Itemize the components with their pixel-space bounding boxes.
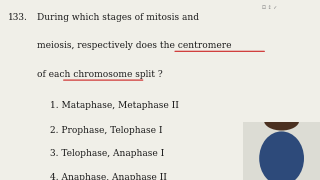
Text: 4. Anaphase, Anaphase II: 4. Anaphase, Anaphase II bbox=[50, 173, 166, 180]
FancyBboxPatch shape bbox=[243, 104, 320, 122]
Text: 2. Prophase, Telophase I: 2. Prophase, Telophase I bbox=[50, 126, 162, 135]
Ellipse shape bbox=[259, 131, 304, 180]
Text: of each chromosome split ?: of each chromosome split ? bbox=[37, 70, 163, 79]
Circle shape bbox=[264, 111, 299, 130]
Text: During which stages of mitosis and: During which stages of mitosis and bbox=[37, 13, 199, 22]
Text: meiosis, respectively does the centromere: meiosis, respectively does the centromer… bbox=[37, 41, 231, 50]
Text: 133.: 133. bbox=[8, 13, 28, 22]
Text: ⊡ ↕ ✓: ⊡ ↕ ✓ bbox=[262, 5, 278, 10]
Text: 3. Telophase, Anaphase I: 3. Telophase, Anaphase I bbox=[50, 149, 164, 158]
Text: 1. Mataphase, Metaphase II: 1. Mataphase, Metaphase II bbox=[50, 101, 179, 110]
FancyBboxPatch shape bbox=[243, 104, 320, 180]
